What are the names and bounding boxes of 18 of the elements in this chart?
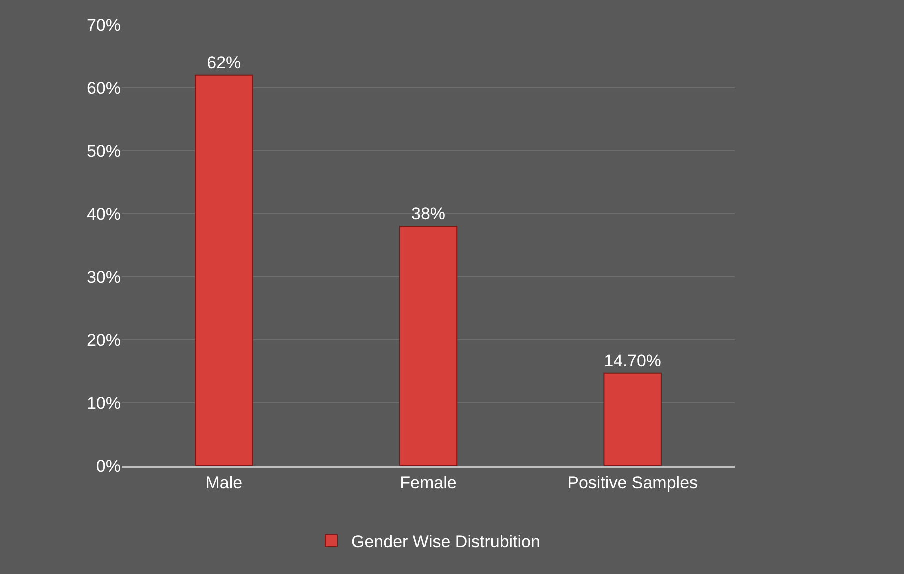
legend-label: Gender Wise Distrubition [352,532,540,552]
x-tick-label: Positive Samples [568,473,698,492]
data-label: 14.70% [604,351,662,370]
data-label: 38% [411,204,446,224]
y-tick-label: 10% [86,394,121,413]
x-tick-label: Male [206,473,243,492]
bar [604,372,662,466]
y-tick-label: 60% [86,78,121,98]
y-tick-label: 20% [86,330,121,350]
data-label: 62% [207,53,242,72]
y-tick-label: 0% [96,456,121,476]
y-tick-label: 40% [86,204,121,224]
y-tick-label: 50% [86,142,121,161]
y-tick-label: 70% [86,16,121,35]
bar [399,226,458,466]
y-tick-label: 30% [86,268,121,287]
x-tick-label: Female [400,473,457,492]
bar [195,74,254,466]
